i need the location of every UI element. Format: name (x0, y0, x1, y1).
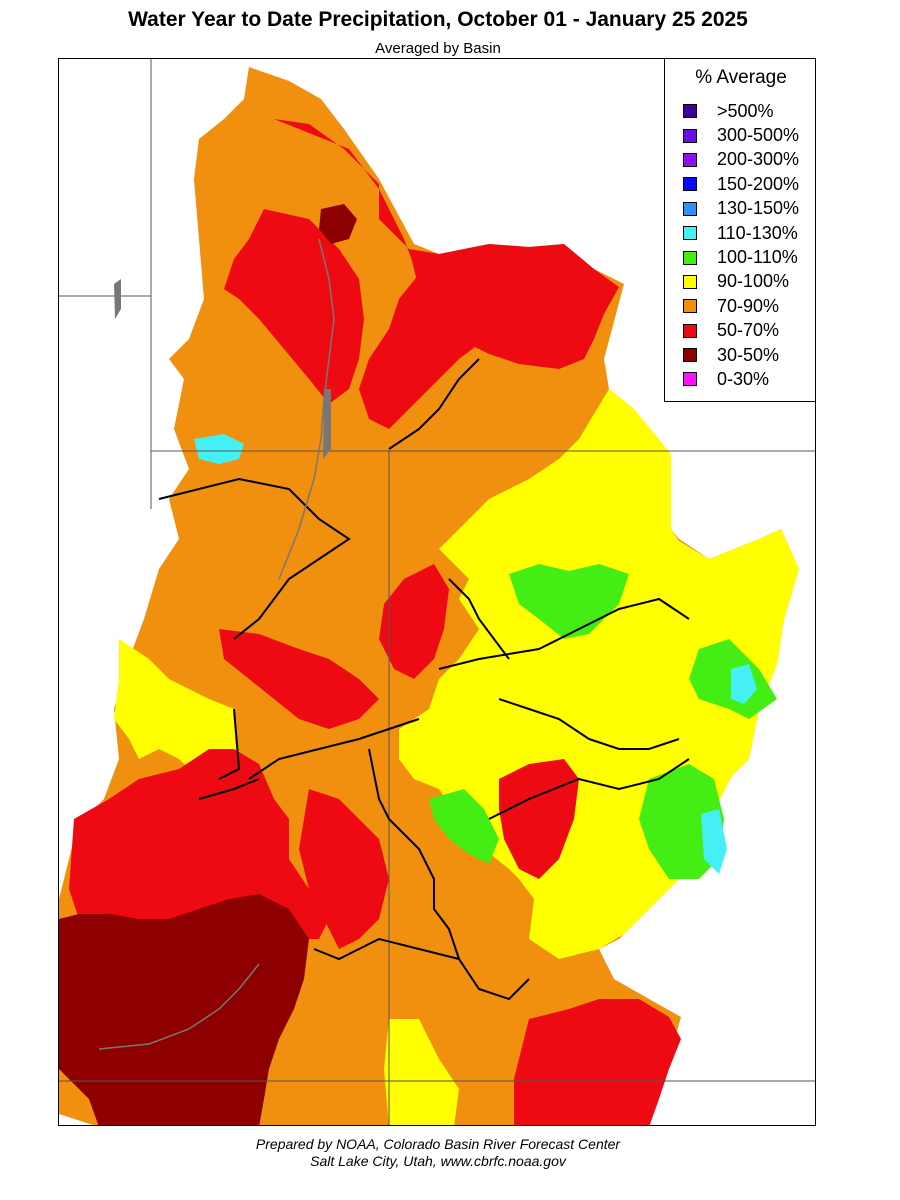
legend-swatch (683, 152, 697, 167)
legend-label: 150-200% (717, 173, 800, 194)
credit-line-2: Salt Lake City, Utah, www.cbrfc.noaa.gov (310, 1153, 566, 1169)
legend-label: 0-30% (717, 368, 770, 389)
legend-label: 200-300% (717, 149, 800, 170)
legend-swatch (683, 299, 697, 314)
legend-item: 110-130% (683, 221, 799, 245)
legend-swatch (683, 274, 697, 289)
basin-region-green-south (429, 789, 499, 864)
legend-label: 50-70% (717, 320, 780, 341)
legend-swatch (683, 323, 697, 338)
legend-label: 90-100% (717, 271, 790, 292)
legend-swatch (683, 177, 697, 192)
legend-item: >500% (683, 99, 799, 123)
legend-item: 90-100% (683, 270, 799, 294)
legend-title: % Average (695, 67, 787, 88)
legend-item: 150-200% (683, 172, 799, 196)
legend-item: 100-110% (683, 245, 799, 269)
legend-label: 100-110% (717, 247, 798, 268)
legend-list: >500% 300-500% 200-300% 150-200% 130-150… (683, 99, 799, 392)
credit-text: Prepared by NOAA, Colorado Basin River F… (0, 1136, 876, 1170)
credit-line-1: Prepared by NOAA, Colorado Basin River F… (255, 1136, 621, 1152)
legend-item: 0-30% (683, 367, 799, 391)
basin-region-red-southcentral (299, 789, 389, 949)
legend-label: 30-50% (717, 344, 780, 365)
legend-box: % Average >500% 300-500% 200-300% 150-20… (664, 58, 816, 402)
legend-item: 200-300% (683, 148, 799, 172)
legend-label: 110-130% (717, 222, 798, 243)
legend-item: 70-90% (683, 294, 799, 318)
basin-region-yellow-south (384, 1019, 459, 1125)
map-title: Water Year to Date Precipitation, Octobe… (128, 8, 748, 31)
legend-swatch (683, 348, 697, 363)
basin-region-yellow-west (114, 639, 239, 779)
reservoir-lake-west (114, 279, 121, 319)
basin-region-cyan-east (731, 664, 757, 704)
basin-region-cyan-west (194, 434, 244, 464)
basin-region-red-southeast-inner (499, 759, 579, 879)
map-subtitle: Averaged by Basin (375, 40, 501, 57)
basin-region-red-central (379, 564, 449, 679)
legend-swatch (683, 128, 697, 143)
legend-item: 300-500% (683, 123, 799, 147)
basin-region-red-southwest (69, 749, 329, 939)
legend-item: 30-50% (683, 343, 799, 367)
legend-item: 130-150% (683, 197, 799, 221)
basin-region-green-central (509, 564, 629, 639)
legend-swatch (683, 201, 697, 216)
basin-region-cyan-southeast (701, 809, 727, 874)
legend-item: 50-70% (683, 319, 799, 343)
legend-swatch (683, 372, 697, 387)
basin-region-green-southeast (639, 764, 724, 879)
legend-label: 130-150% (717, 198, 800, 219)
basin-region-red-north (274, 119, 479, 429)
basin-region-darkred-north (319, 204, 357, 244)
map-canvas (59, 59, 815, 1125)
basin-region-red-westcentral (219, 629, 379, 729)
legend-label: 300-500% (717, 125, 800, 146)
basin-boundary-lines (158, 358, 690, 1001)
legend-label: 70-90% (717, 295, 780, 316)
reservoir-lake-central (323, 389, 331, 459)
basin-region-red-south (514, 999, 681, 1125)
legend-swatch (683, 104, 697, 119)
state-boundary-lines (59, 59, 815, 1125)
legend-swatch (683, 250, 697, 265)
basin-region-darkred-southwest (59, 894, 309, 1125)
basin-region-red-northeast (409, 244, 619, 369)
legend-label: >500% (717, 100, 774, 121)
legend-swatch (683, 226, 697, 241)
